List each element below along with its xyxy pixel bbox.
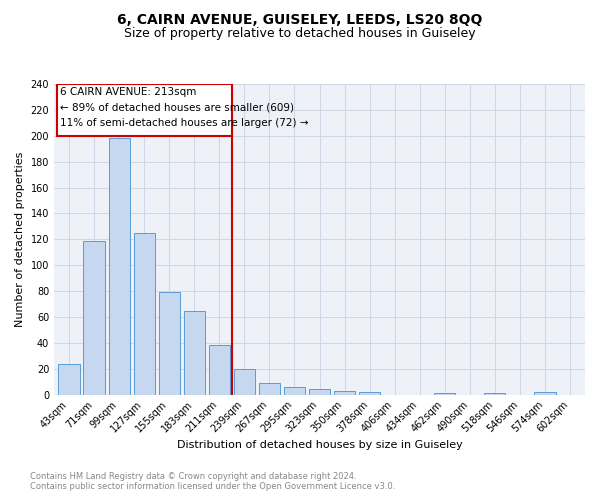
Text: 11% of semi-detached houses are larger (72) →: 11% of semi-detached houses are larger (… (61, 118, 309, 128)
Text: Contains HM Land Registry data © Crown copyright and database right 2024.: Contains HM Land Registry data © Crown c… (30, 472, 356, 481)
Bar (83, 240, 105, 394)
Bar (58, 364, 80, 394)
FancyBboxPatch shape (56, 84, 232, 136)
Bar (534, 392, 556, 394)
Text: Size of property relative to detached houses in Guiseley: Size of property relative to detached ho… (124, 28, 476, 40)
Bar (184, 310, 205, 394)
Bar (209, 346, 230, 395)
Text: 6 CAIRN AVENUE: 213sqm: 6 CAIRN AVENUE: 213sqm (61, 86, 197, 97)
Bar (259, 383, 280, 394)
Bar (284, 387, 305, 394)
Bar (158, 292, 180, 394)
Bar (334, 391, 355, 394)
Y-axis label: Number of detached properties: Number of detached properties (15, 152, 25, 327)
Text: Contains public sector information licensed under the Open Government Licence v3: Contains public sector information licen… (30, 482, 395, 491)
X-axis label: Distribution of detached houses by size in Guiseley: Distribution of detached houses by size … (176, 440, 463, 450)
Bar (134, 233, 155, 394)
Bar (359, 392, 380, 394)
Bar (234, 369, 255, 394)
Bar (309, 390, 330, 394)
Bar (109, 138, 130, 394)
Text: 6, CAIRN AVENUE, GUISELEY, LEEDS, LS20 8QQ: 6, CAIRN AVENUE, GUISELEY, LEEDS, LS20 8… (118, 12, 482, 26)
Text: ← 89% of detached houses are smaller (609): ← 89% of detached houses are smaller (60… (61, 102, 295, 112)
